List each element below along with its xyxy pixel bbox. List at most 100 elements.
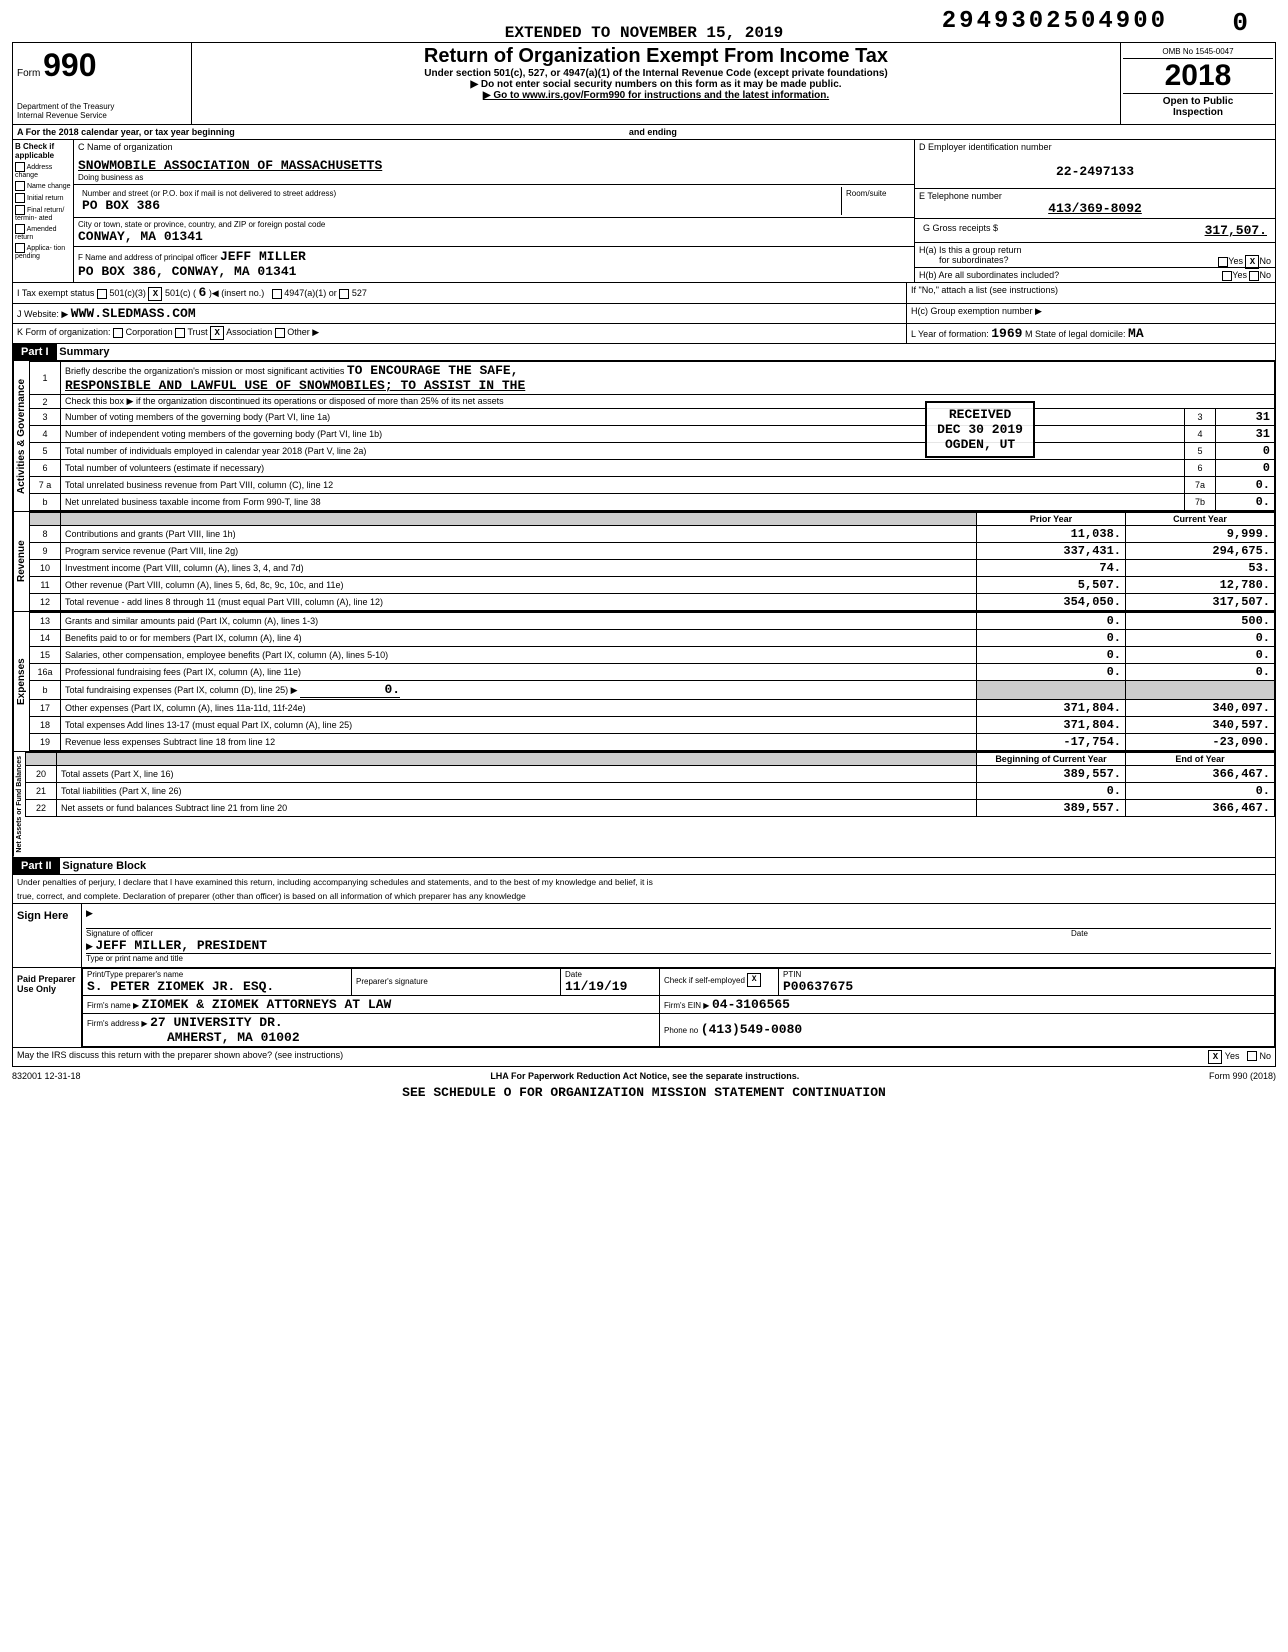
exp-d-15: Salaries, other compensation, employee b… [61, 647, 977, 664]
k-assoc: Association [226, 327, 272, 337]
exp-d-19: Revenue less expenses Subtract line 18 f… [61, 734, 977, 751]
rev-d-10: Investment income (Part VIII, column (A)… [61, 560, 977, 577]
col-begin: Beginning of Current Year [977, 753, 1126, 766]
check-self: Check if self-employed [664, 976, 745, 985]
exp-d-17: Other expenses (Part IX, column (A), lin… [61, 700, 977, 717]
stamp-ogden: OGDEN, UT [937, 437, 1023, 452]
na-d-20: Total assets (Part X, line 16) [57, 766, 977, 783]
paid-preparer: Paid Preparer Use Only [13, 968, 82, 1047]
ag-k-4: 4 [1185, 426, 1216, 443]
room-label: Room/suite [842, 187, 910, 215]
ag-v-5: 0 [1216, 443, 1275, 460]
k-other: Other ▶ [287, 327, 319, 337]
street-label: Number and street (or P.O. box if mail i… [82, 189, 837, 198]
dept-treasury: Department of the Treasury [17, 102, 187, 111]
sig-label: Signature of officer [86, 929, 1071, 938]
exp-d-16a: Professional fundraising fees (Part IX, … [61, 664, 977, 681]
col-curr: Current Year [1126, 513, 1275, 526]
received-stamp: RECEIVED DEC 30 2019 OGDEN, UT [925, 401, 1035, 458]
row-a: A For the 2018 calendar year, or tax yea… [12, 125, 1276, 140]
part2-header: Part II [13, 858, 60, 874]
exp-c-17: 340,097. [1126, 700, 1275, 717]
rev-p-10: 74. [977, 560, 1126, 577]
check-name: Name change [27, 183, 71, 190]
may-discuss: May the IRS discuss this return with the… [17, 1050, 1208, 1064]
f-addr: PO BOX 386, CONWAY, MA 01341 [78, 264, 910, 279]
ag-k-3: 3 [1185, 409, 1216, 426]
f-label: F Name and address of principal officer [78, 253, 217, 262]
stamp-date: DEC 30 2019 [937, 422, 1023, 437]
exp-n-14: 14 [30, 630, 61, 647]
na-c-20: 366,467. [1126, 766, 1275, 783]
m-label: M State of legal domicile: [1025, 329, 1126, 339]
na-p-21: 0. [977, 783, 1126, 800]
rev-d-11: Other revenue (Part VIII, column (A), li… [61, 577, 977, 594]
rev-c-8: 9,999. [1126, 526, 1275, 543]
rev-p-9: 337,431. [977, 543, 1126, 560]
footer-left: 832001 12-31-18 [12, 1071, 81, 1081]
street: PO BOX 386 [82, 198, 837, 213]
firm-addr-label: Firm's address ▶ [87, 1019, 148, 1028]
vlab-na: Net Assets or Fund Balances [13, 752, 25, 857]
discuss-no: No [1259, 1051, 1271, 1061]
firm-ein: 04-3106565 [712, 997, 790, 1012]
exp-d-14: Benefits paid to or for members (Part IX… [61, 630, 977, 647]
ptin: P00637675 [783, 979, 1270, 994]
firm-addr1: 27 UNIVERSITY DR. [150, 1015, 283, 1030]
ha-sub: for subordinates? [939, 255, 1009, 265]
perjury2: true, correct, and complete. Declaration… [13, 889, 1275, 904]
rev-p-11: 5,507. [977, 577, 1126, 594]
exp-n-16b: b [30, 681, 61, 700]
exp-p-19: -17,754. [977, 734, 1126, 751]
na-p-20: 389,557. [977, 766, 1126, 783]
exp-p-15: 0. [977, 647, 1126, 664]
exp-n-18: 18 [30, 717, 61, 734]
col-b-checks: B Check if applicable Address change Nam… [13, 140, 74, 282]
discuss-yes: Yes [1225, 1051, 1240, 1061]
officer-name: JEFF MILLER, PRESIDENT [95, 938, 267, 953]
firm-name-label: Firm's name ▶ [87, 1001, 139, 1010]
g-val: 317,507. [1201, 221, 1271, 240]
e-label: E Telephone number [919, 191, 1271, 201]
stamp-received: RECEIVED [937, 407, 1023, 422]
col-prior: Prior Year [977, 513, 1126, 526]
firm-name: ZIOMEK & ZIOMEK ATTORNEYS AT LAW [142, 997, 392, 1012]
footer-mid: LHA For Paperwork Reduction Act Notice, … [490, 1071, 799, 1081]
b-label: B Check if applicable [15, 142, 71, 160]
footer-cont: SEE SCHEDULE O FOR ORGANIZATION MISSION … [12, 1085, 1276, 1100]
vlab-rev: Revenue [13, 512, 29, 611]
date-label: Date [1071, 929, 1271, 938]
exp-p-14: 0. [977, 630, 1126, 647]
ag-v-6: 0 [1216, 460, 1275, 477]
phone-label: Phone no [664, 1026, 698, 1035]
dba-label: Doing business as [78, 173, 910, 182]
exp-c-14: 0. [1126, 630, 1275, 647]
ag-d-7a: Total unrelated business revenue from Pa… [61, 477, 1185, 494]
na-c-21: 0. [1126, 783, 1275, 800]
open-public-2: Inspection [1125, 107, 1271, 118]
exp-c-18: 340,597. [1126, 717, 1275, 734]
ag-d-7b: Net unrelated business taxable income fr… [61, 494, 1185, 511]
ag-k-5: 5 [1185, 443, 1216, 460]
row-a-left: A For the 2018 calendar year, or tax yea… [17, 127, 235, 137]
city: CONWAY, MA 01341 [78, 229, 910, 244]
ag-n-5: 5 [30, 443, 61, 460]
rev-d-9: Program service revenue (Part VIII, line… [61, 543, 977, 560]
hb-yes: Yes [1232, 270, 1247, 280]
instructions-link: ▶ Go to www.irs.gov/Form990 for instruct… [198, 90, 1114, 101]
row-a-mid: and ending [629, 127, 677, 137]
exp-n-15: 15 [30, 647, 61, 664]
ha-label: H(a) Is this a group return [919, 245, 1022, 255]
ag-v-7a: 0. [1216, 477, 1275, 494]
hb-note: If "No," attach a list (see instructions… [906, 283, 1275, 303]
i-label: I Tax exempt status [17, 288, 94, 298]
exp-d-13: Grants and similar amounts paid (Part IX… [61, 613, 977, 630]
g-label: G Gross receipts $ [919, 221, 1201, 240]
part1-title: Summary [59, 346, 109, 358]
l-label: L Year of formation: [911, 329, 989, 339]
line1-cont: RESPONSIBLE AND LAWFUL USE OF SNOWMOBILE… [65, 378, 525, 393]
ag-n-3: 3 [30, 409, 61, 426]
omb-number: OMB No 1545-0047 [1123, 45, 1273, 59]
na-n-22: 22 [26, 800, 57, 817]
ssn-warning: ▶ Do not enter social security numbers o… [198, 79, 1114, 90]
